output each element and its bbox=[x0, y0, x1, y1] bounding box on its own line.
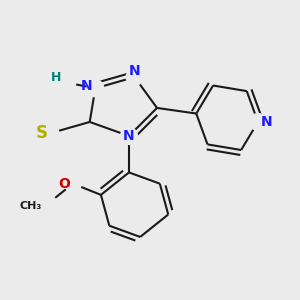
Circle shape bbox=[42, 125, 59, 142]
Circle shape bbox=[87, 80, 104, 97]
Text: O: O bbox=[58, 177, 70, 191]
Circle shape bbox=[250, 113, 266, 130]
Text: S: S bbox=[36, 124, 48, 142]
Circle shape bbox=[59, 74, 76, 91]
Text: N: N bbox=[129, 64, 140, 79]
Text: N: N bbox=[123, 129, 135, 143]
Circle shape bbox=[121, 128, 137, 144]
Circle shape bbox=[126, 69, 143, 86]
Text: N: N bbox=[81, 79, 92, 92]
Text: H: H bbox=[51, 70, 62, 84]
Text: N: N bbox=[261, 115, 272, 129]
Circle shape bbox=[64, 175, 81, 192]
Circle shape bbox=[32, 194, 58, 219]
Text: CH₃: CH₃ bbox=[20, 201, 42, 211]
